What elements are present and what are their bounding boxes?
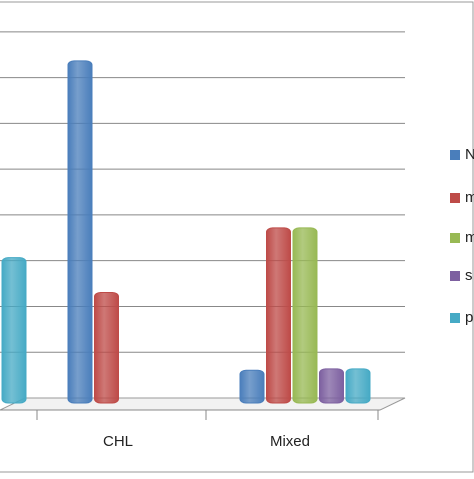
legend-label: N [465, 146, 474, 163]
legend-swatch [450, 313, 460, 323]
legend-label: m [465, 189, 474, 206]
bar [67, 60, 93, 404]
bar [239, 369, 265, 404]
legend-swatch [450, 271, 460, 281]
legend-label: m [465, 229, 474, 246]
legend-swatch [450, 193, 460, 203]
bar [1, 257, 27, 404]
bar [292, 227, 318, 404]
legend-swatch [450, 150, 460, 160]
bar [345, 368, 371, 404]
bar [266, 227, 291, 404]
legend-label: s [465, 267, 473, 284]
bar [94, 291, 119, 404]
x-tick-label: CHL [103, 433, 133, 450]
legend-label: p [465, 309, 473, 326]
floor [0, 397, 406, 411]
legend-swatch [450, 233, 460, 243]
bar [319, 368, 344, 404]
x-tick-label: Mixed [270, 433, 310, 450]
